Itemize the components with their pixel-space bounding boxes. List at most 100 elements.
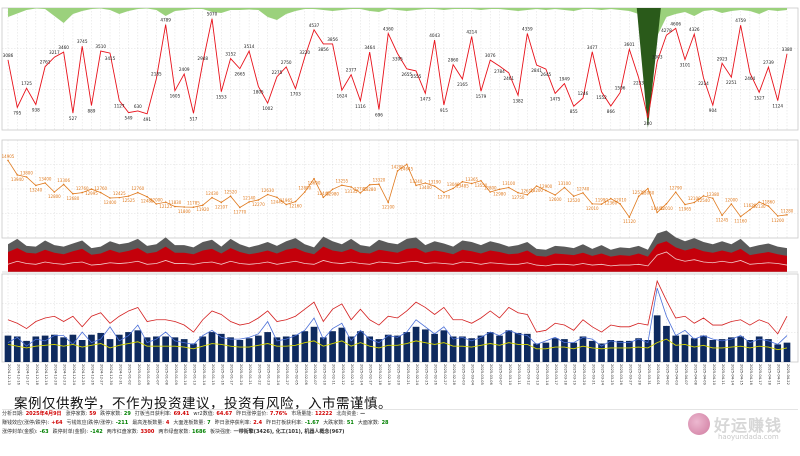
- panel-1-data-label: 1703: [290, 92, 301, 97]
- stats-cell: 市场量能: 12222: [291, 410, 332, 419]
- panel-2-point: [582, 192, 584, 194]
- panel-4-x-tick-label: 2025-02-10: [322, 364, 326, 386]
- panel-1-data-label: 3217: [49, 50, 60, 55]
- panel-4-x-tick-label: 2025-04-10: [712, 364, 716, 386]
- panel-1-data-label: 3460: [58, 45, 69, 50]
- panel-4-x-tick-label: 2025-01-03: [137, 364, 141, 385]
- stats-cell: 昨日打板获利率: -1.67: [266, 419, 319, 428]
- panel-2-point: [294, 200, 297, 203]
- stats-value: 7.76%: [269, 411, 288, 417]
- panel-2-data-label: 12800: [484, 186, 497, 191]
- panel-4-x-tick-label: 2025-04-17: [758, 364, 762, 385]
- stats-value: 1686: [192, 429, 206, 435]
- panel-4-x-tick-label: 2025-04-14: [730, 364, 734, 386]
- panel-4-bar: [227, 337, 234, 362]
- stats-label: 北向资金:: [336, 411, 359, 417]
- panel-2-point: [767, 205, 770, 207]
- panel-1-dark-spike: [636, 8, 661, 128]
- panel-4-x-tick-label: 2025-01-13: [192, 364, 196, 385]
- panel-1-data-label: 3856: [318, 47, 329, 52]
- panel-4-bar: [88, 334, 95, 362]
- panel-4-x-tick-label: 2025-03-12: [526, 364, 530, 385]
- panel-4-bar: [533, 343, 540, 362]
- panel-2-data-label: 11200: [771, 218, 784, 223]
- panel-2-point: [276, 196, 278, 199]
- panel-2-data-label: 12100: [688, 196, 701, 201]
- panel-2-data-label: 12995: [85, 191, 98, 196]
- panel-1-data-label: 4326: [689, 27, 700, 32]
- panel-2-point: [721, 214, 723, 217]
- panel-2-data-label: 12740: [354, 186, 367, 191]
- panel-4-bar: [366, 336, 374, 362]
- panel-2-data-label: 11440: [651, 206, 664, 211]
- panel-2-data-label: 13190: [428, 180, 441, 185]
- panel-2-data-label: 12125: [159, 204, 172, 209]
- panel-3-light-line: [7, 251, 788, 267]
- panel-2-data-label: 11785: [187, 201, 200, 206]
- panel-4-bar: [607, 340, 615, 362]
- panel-2-data-label: 12400: [104, 200, 117, 205]
- panel-4-bar: [217, 333, 225, 362]
- panel-4-x-tick-label: 2025-01-02: [128, 364, 132, 385]
- panel-4-bar: [459, 336, 466, 362]
- panel-2-data-label: 12010: [586, 206, 599, 211]
- panel-1-data-label: 4360: [383, 26, 394, 31]
- panel-1-data-label: 938: [32, 108, 40, 113]
- panel-2-point: [443, 191, 445, 194]
- panel-1-data-label: 4789: [160, 18, 171, 23]
- panel-2-point: [239, 206, 241, 209]
- panel-2-point: [545, 189, 547, 192]
- panel-4-bar: [338, 327, 346, 362]
- panel-4-x-tick-label: 2025-02-27: [443, 364, 447, 385]
- stats-label: 昨日涨停获利率:: [214, 420, 252, 426]
- panel-2-point: [702, 195, 705, 197]
- panel-1-data-label: 1382: [513, 98, 524, 103]
- panel-2-point: [155, 203, 158, 205]
- panel-2-point: [489, 191, 492, 193]
- panel-4-bar: [32, 336, 40, 362]
- panel-1-data-label: 2761: [40, 60, 51, 65]
- panel-4-x-tick-label: 2025-03-13: [536, 364, 540, 385]
- panel-2-point: [637, 195, 640, 198]
- panel-2-data-label: 12790: [669, 186, 682, 191]
- panel-2-point: [498, 188, 501, 191]
- panel-2-data-label: 12000: [725, 198, 738, 203]
- panel-2-point: [81, 191, 83, 194]
- panel-4-bar: [774, 344, 782, 362]
- panel-2-data-label: 12485: [141, 199, 154, 204]
- panel-2-data-label: 12430: [206, 191, 219, 196]
- panel-1-data-label: 3856: [327, 37, 338, 42]
- panel-1-data-label: 3003: [652, 55, 663, 60]
- panel-4-x-tick-label: 2024-12-27: [100, 364, 104, 385]
- stats-value: -142: [90, 429, 103, 435]
- stats-value: —: [360, 411, 366, 417]
- panel-4-bar: [765, 339, 772, 362]
- panel-2-data-label: 11800: [178, 209, 191, 214]
- panel-2-point: [62, 183, 65, 186]
- panel-2-data-label: 11245: [716, 217, 729, 222]
- panel-4-bar: [162, 336, 169, 362]
- stats-cell: 涨停家数: 59: [66, 410, 97, 419]
- panel-1-data-label: 4759: [735, 18, 746, 23]
- panel-2-data-label: 12445: [271, 199, 284, 204]
- panel-1-data-label: 2655: [401, 72, 412, 77]
- panel-2-point: [229, 195, 232, 197]
- panel-4-x-tick-label: 2025-03-14: [545, 364, 549, 386]
- stats-cell: 板块强度: 一带街擎(3426), 化工(101), 机器人概念(967): [210, 428, 344, 437]
- panel-4-x-tick-label: 2025-03-28: [638, 364, 642, 386]
- panel-1-data-label: 2214: [698, 81, 709, 86]
- panel-4-bar: [672, 335, 680, 362]
- panel-4-x-tick-label: 2025-04-22: [786, 364, 790, 385]
- panel-4-x-tick-label: 2025-02-28: [452, 364, 456, 386]
- panel-4-bar: [783, 342, 791, 362]
- panel-2-data-label: 13690: [308, 181, 321, 186]
- panel-1-data-label: 795: [13, 110, 21, 115]
- panel-1-data-label: 4537: [309, 23, 320, 28]
- panel-2-point: [201, 204, 204, 206]
- panel-2-data-label: 13030: [642, 191, 655, 196]
- panel-4-bar: [496, 335, 503, 362]
- panel-1-data-label: 5070: [207, 12, 218, 17]
- panel-2-point: [220, 201, 223, 204]
- panel-1-data-label: 3464: [364, 45, 375, 50]
- panel-2-point: [776, 215, 779, 217]
